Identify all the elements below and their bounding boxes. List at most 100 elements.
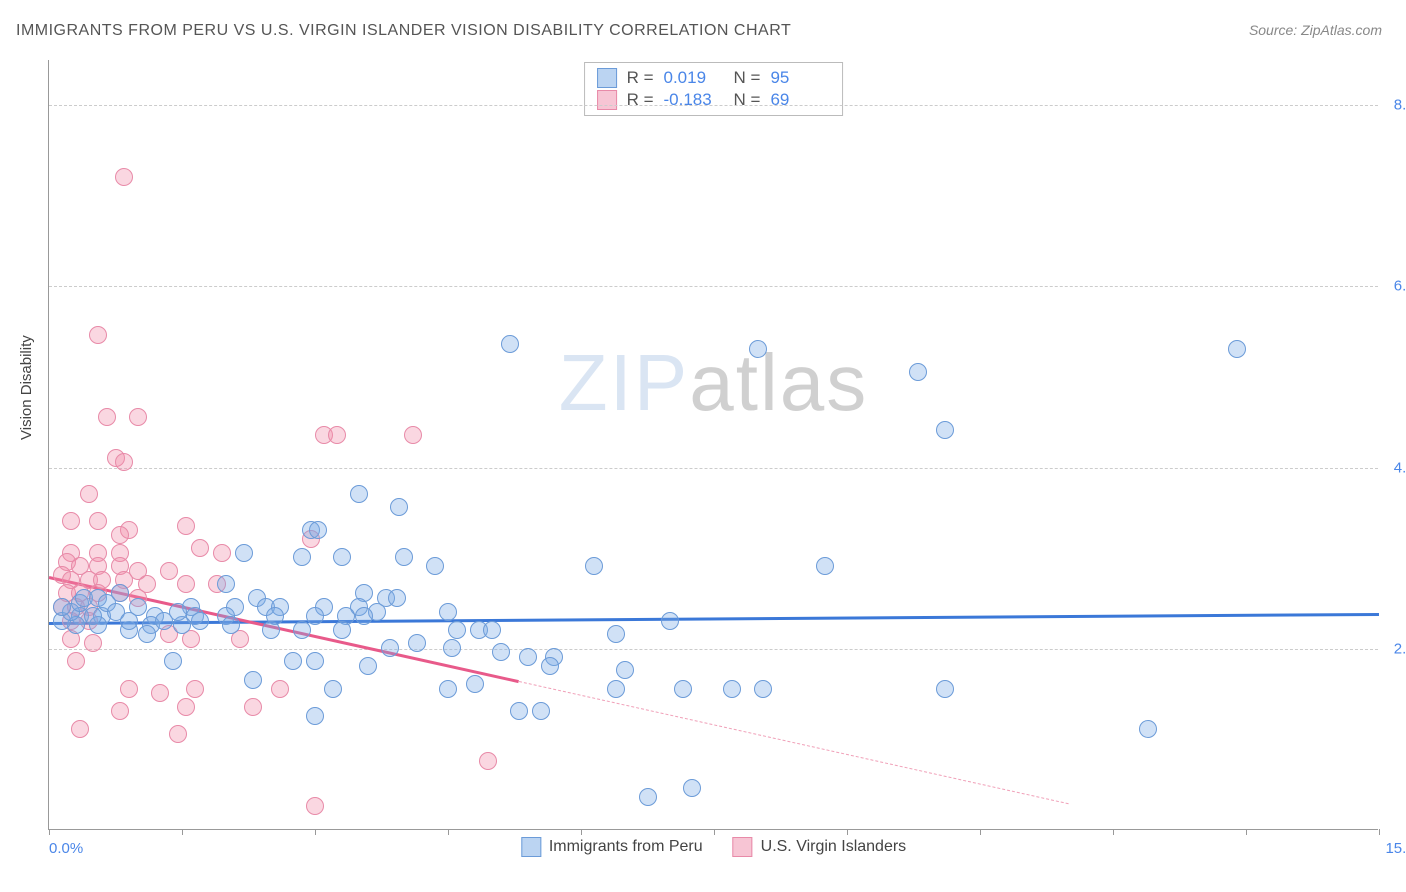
scatter-point	[111, 526, 129, 544]
scatter-point	[213, 544, 231, 562]
gridline	[49, 468, 1378, 469]
scatter-point	[749, 340, 767, 358]
watermark-atlas: atlas	[689, 338, 868, 427]
scatter-point	[328, 426, 346, 444]
r-label: R =	[627, 68, 654, 88]
x-tick	[1379, 829, 1380, 835]
y-axis-title: Vision Disability	[18, 335, 35, 440]
scatter-point	[333, 621, 351, 639]
scatter-point	[390, 498, 408, 516]
scatter-point	[501, 335, 519, 353]
scatter-point	[222, 616, 240, 634]
legend-label: Immigrants from Peru	[549, 838, 703, 856]
scatter-point	[426, 557, 444, 575]
scatter-point	[607, 625, 625, 643]
x-tick	[980, 829, 981, 835]
scatter-point	[284, 652, 302, 670]
scatter-point	[177, 517, 195, 535]
regression-line-pink-dashed	[519, 681, 1069, 804]
scatter-point	[151, 684, 169, 702]
y-tick-label: 2.0%	[1394, 640, 1406, 657]
scatter-point	[217, 575, 235, 593]
gridline	[49, 286, 1378, 287]
scatter-point	[235, 544, 253, 562]
scatter-point	[1139, 720, 1157, 738]
x-tick	[315, 829, 316, 835]
scatter-point	[541, 657, 559, 675]
scatter-point	[306, 797, 324, 815]
r-label: R =	[627, 90, 654, 110]
swatch-blue-icon	[521, 837, 541, 857]
scatter-point	[439, 680, 457, 698]
scatter-point	[404, 426, 422, 444]
legend-item: U.S. Virgin Islanders	[733, 837, 907, 857]
plot-area: ZIPatlas R = 0.019 N = 95 R = -0.183 N =…	[48, 60, 1378, 830]
x-tick	[182, 829, 183, 835]
scatter-point	[271, 680, 289, 698]
scatter-point	[71, 720, 89, 738]
scatter-point	[80, 485, 98, 503]
scatter-point	[483, 621, 501, 639]
watermark: ZIPatlas	[559, 337, 868, 429]
n-value: 69	[770, 90, 830, 110]
scatter-point	[120, 680, 138, 698]
scatter-point	[169, 725, 187, 743]
scatter-point	[492, 643, 510, 661]
swatch-blue-icon	[597, 68, 617, 88]
scatter-point	[443, 639, 461, 657]
x-tick	[714, 829, 715, 835]
scatter-point	[129, 408, 147, 426]
scatter-point	[177, 698, 195, 716]
scatter-point	[244, 671, 262, 689]
scatter-point	[909, 363, 927, 381]
scatter-point	[616, 661, 634, 679]
scatter-point	[754, 680, 772, 698]
scatter-point	[160, 562, 178, 580]
scatter-point	[350, 485, 368, 503]
scatter-point	[381, 639, 399, 657]
legend-label: U.S. Virgin Islanders	[761, 838, 907, 856]
scatter-point	[408, 634, 426, 652]
scatter-point	[395, 548, 413, 566]
scatter-point	[607, 680, 625, 698]
scatter-point	[479, 752, 497, 770]
y-tick-label: 6.0%	[1394, 278, 1406, 295]
scatter-point	[89, 512, 107, 530]
scatter-point	[186, 680, 204, 698]
scatter-point	[244, 698, 262, 716]
scatter-point	[111, 702, 129, 720]
scatter-point	[67, 652, 85, 670]
r-value: -0.183	[664, 90, 724, 110]
scatter-point	[439, 603, 457, 621]
scatter-point	[936, 421, 954, 439]
x-tick	[49, 829, 50, 835]
swatch-pink-icon	[597, 90, 617, 110]
n-label: N =	[734, 68, 761, 88]
stats-row: R = -0.183 N = 69	[597, 89, 831, 111]
scatter-point	[388, 589, 406, 607]
scatter-point	[466, 675, 484, 693]
scatter-point	[674, 680, 692, 698]
scatter-point	[191, 612, 209, 630]
scatter-point	[191, 539, 209, 557]
scatter-point	[359, 657, 377, 675]
scatter-point	[333, 548, 351, 566]
scatter-point	[164, 652, 182, 670]
scatter-point	[683, 779, 701, 797]
x-tick	[1113, 829, 1114, 835]
x-tick	[581, 829, 582, 835]
x-tick	[847, 829, 848, 835]
stats-box: R = 0.019 N = 95 R = -0.183 N = 69	[584, 62, 844, 116]
scatter-point	[262, 621, 280, 639]
x-axis-max-label: 15.0%	[1385, 840, 1406, 857]
scatter-point	[639, 788, 657, 806]
scatter-point	[723, 680, 741, 698]
scatter-point	[306, 707, 324, 725]
scatter-point	[519, 648, 537, 666]
scatter-point	[448, 621, 466, 639]
legend-item: Immigrants from Peru	[521, 837, 703, 857]
x-tick	[1246, 829, 1247, 835]
scatter-point	[120, 612, 138, 630]
n-label: N =	[734, 90, 761, 110]
n-value: 95	[770, 68, 830, 88]
